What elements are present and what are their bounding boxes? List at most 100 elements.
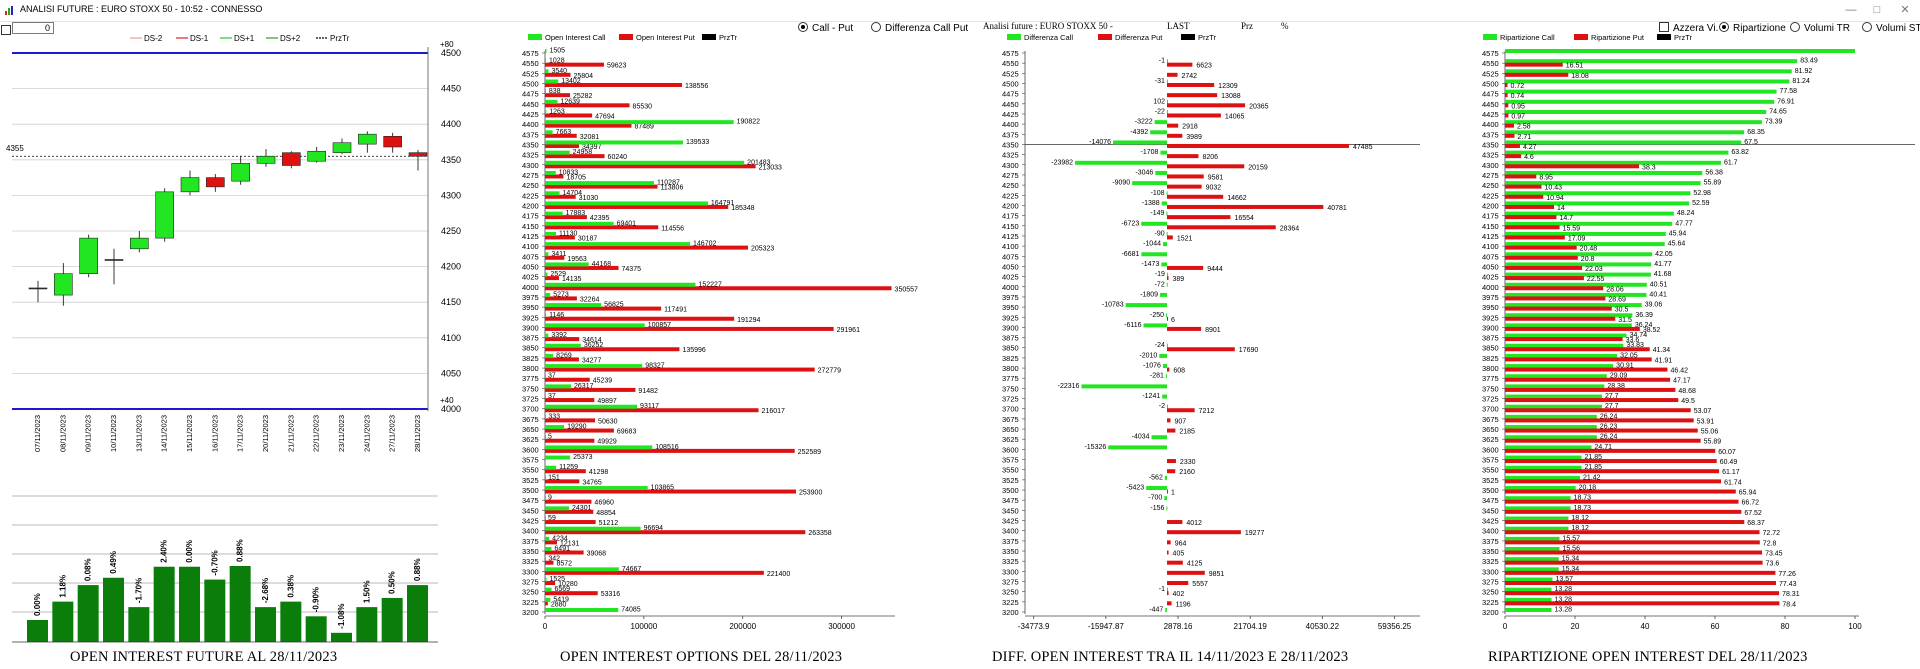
- price-tick-label: 4250: [441, 226, 461, 236]
- oi-put-bar: [545, 499, 592, 504]
- checkbox-azzera[interactable]: Azzera Vi.: [1659, 22, 1718, 34]
- pct-bar: [280, 601, 302, 642]
- close-icon[interactable]: ✕: [1900, 4, 1910, 16]
- date-tick-label: 16/11/2023: [210, 415, 219, 452]
- left-checkbox[interactable]: [1, 25, 11, 35]
- rip-put-label: 68.37: [1747, 520, 1765, 527]
- oi-call-bar: [545, 587, 552, 592]
- rip-put-bar: [1505, 215, 1557, 220]
- rip-put-bar: [1505, 408, 1691, 413]
- rip-call-bar: [1505, 323, 1632, 328]
- oi-put-bar: [545, 489, 796, 494]
- diff-call-bar: [1160, 292, 1167, 297]
- oi-call-label: 25373: [573, 454, 593, 461]
- rip-strike-label: 3600: [1482, 445, 1499, 454]
- zoom-input[interactable]: 0: [12, 22, 54, 34]
- radio-volumi-tr[interactable]: Volumi TR: [1790, 22, 1850, 34]
- diff-put-label: 47485: [1353, 144, 1373, 151]
- oi-call-bar: [545, 231, 557, 236]
- rip-strike-label: 3450: [1482, 506, 1499, 515]
- oi-call-bar: [545, 211, 563, 216]
- rip-put-bar: [1505, 316, 1616, 321]
- rip-call-label: 42.05: [1655, 251, 1673, 258]
- oi-put-bar: [545, 245, 748, 250]
- oi-put-bar: [545, 398, 595, 403]
- radio-ripartizione[interactable]: Ripartizione: [1719, 22, 1786, 34]
- rip-put-label: 0.72: [1511, 83, 1525, 90]
- rip-call-bar: [1505, 221, 1673, 226]
- oi-call-bar: [545, 170, 556, 175]
- diff-put-bar: [1167, 489, 1168, 494]
- radio-volumi-st[interactable]: Volumi ST: [1862, 22, 1920, 34]
- radio-differenza-call-put[interactable]: Differenza Call Put: [871, 22, 968, 34]
- oi-put-bar: [545, 560, 554, 565]
- rip-call-bar: [1505, 557, 1559, 562]
- date-tick-label: 23/11/2023: [337, 415, 346, 452]
- rip-call-label: 41.68: [1654, 271, 1672, 278]
- rip-call-label: 47.77: [1675, 220, 1693, 227]
- oi-strike-label: 3925: [522, 313, 539, 322]
- rip-strike-label: 4225: [1482, 191, 1499, 200]
- rip-put-bar: [1505, 225, 1560, 230]
- rip-call-bar: [1505, 120, 1762, 125]
- minimize-icon[interactable]: —: [1845, 4, 1857, 16]
- rip-strike-label: 3200: [1482, 608, 1499, 617]
- oi-put-bar: [545, 367, 815, 372]
- rip-call-bar: [1505, 262, 1652, 267]
- rip-call-bar: [1505, 150, 1729, 155]
- oi-call-label: 37: [548, 373, 556, 380]
- diff-call-label: -1473: [1141, 261, 1159, 268]
- diff-call-bar: [1151, 435, 1167, 440]
- rip-strike-label: 4100: [1482, 242, 1499, 251]
- rip-call-label: 48.24: [1677, 210, 1695, 217]
- oi-put-bar: [545, 530, 806, 535]
- oi-call-bar: [545, 89, 546, 94]
- diff-call-bar: [1141, 252, 1167, 257]
- diff-put-label: 20159: [1248, 164, 1268, 171]
- diff-call-label: -22: [1155, 108, 1165, 115]
- diff-call-bar: [1150, 130, 1167, 135]
- rip-call-label: 40.51: [1650, 281, 1668, 288]
- pct-bar: [103, 577, 124, 642]
- oi-put-label: 51212: [599, 520, 619, 527]
- diff-call-bar: [1143, 323, 1167, 328]
- oi-put-label: 34765: [582, 479, 602, 486]
- rip-call-label: 81.92: [1795, 68, 1813, 75]
- oi-strike-label: 3275: [522, 578, 539, 587]
- pct-bar: [27, 619, 48, 642]
- oi-put-bar: [545, 306, 662, 311]
- price-tick-label: 4300: [441, 190, 461, 200]
- maximize-icon[interactable]: □: [1873, 4, 1881, 16]
- rip-put-label: 55.06: [1701, 429, 1719, 436]
- oi-strike-label: 4000: [522, 283, 539, 292]
- oi-call-bar: [545, 160, 745, 165]
- radio-icon: [1790, 22, 1800, 32]
- oi-call-label: 8269: [556, 352, 572, 359]
- oi-call-bar: [545, 343, 581, 348]
- diff-put-label: 1: [1171, 490, 1175, 497]
- rip-strike-label: 3400: [1482, 527, 1499, 536]
- rip-call-bar: [1505, 252, 1653, 257]
- oi-put-label: 2880: [551, 601, 567, 608]
- rip-put-label: 4.6: [1524, 154, 1534, 161]
- diff-x-tick-label: -34773.9: [1018, 622, 1050, 631]
- oi-put-label: 12131: [560, 540, 580, 547]
- oi-strike-label: 3875: [522, 334, 539, 343]
- oi-put-bar: [545, 133, 577, 138]
- rip-call-bar: [1505, 140, 1742, 145]
- pct-bar: [331, 632, 352, 642]
- rip-call-bar: [1505, 597, 1552, 602]
- rip-call-label: 32.05: [1620, 352, 1638, 359]
- oi-call-label: 26317: [574, 383, 594, 390]
- diff-put-label: 9444: [1207, 266, 1223, 273]
- diff-call-label: -562: [1149, 474, 1163, 481]
- oi-put-bar: [545, 103, 630, 108]
- oi-call-label: 151: [548, 474, 560, 481]
- radio-call-put[interactable]: Call - Put: [798, 22, 853, 34]
- oi-put-label: 19563: [567, 256, 587, 263]
- rip-put-label: 55.89: [1704, 439, 1722, 446]
- oi-call-label: 190822: [737, 119, 760, 126]
- oi-call-bar: [545, 69, 549, 74]
- oi-strike-label: 4375: [522, 130, 539, 139]
- candle-body: [28, 287, 48, 290]
